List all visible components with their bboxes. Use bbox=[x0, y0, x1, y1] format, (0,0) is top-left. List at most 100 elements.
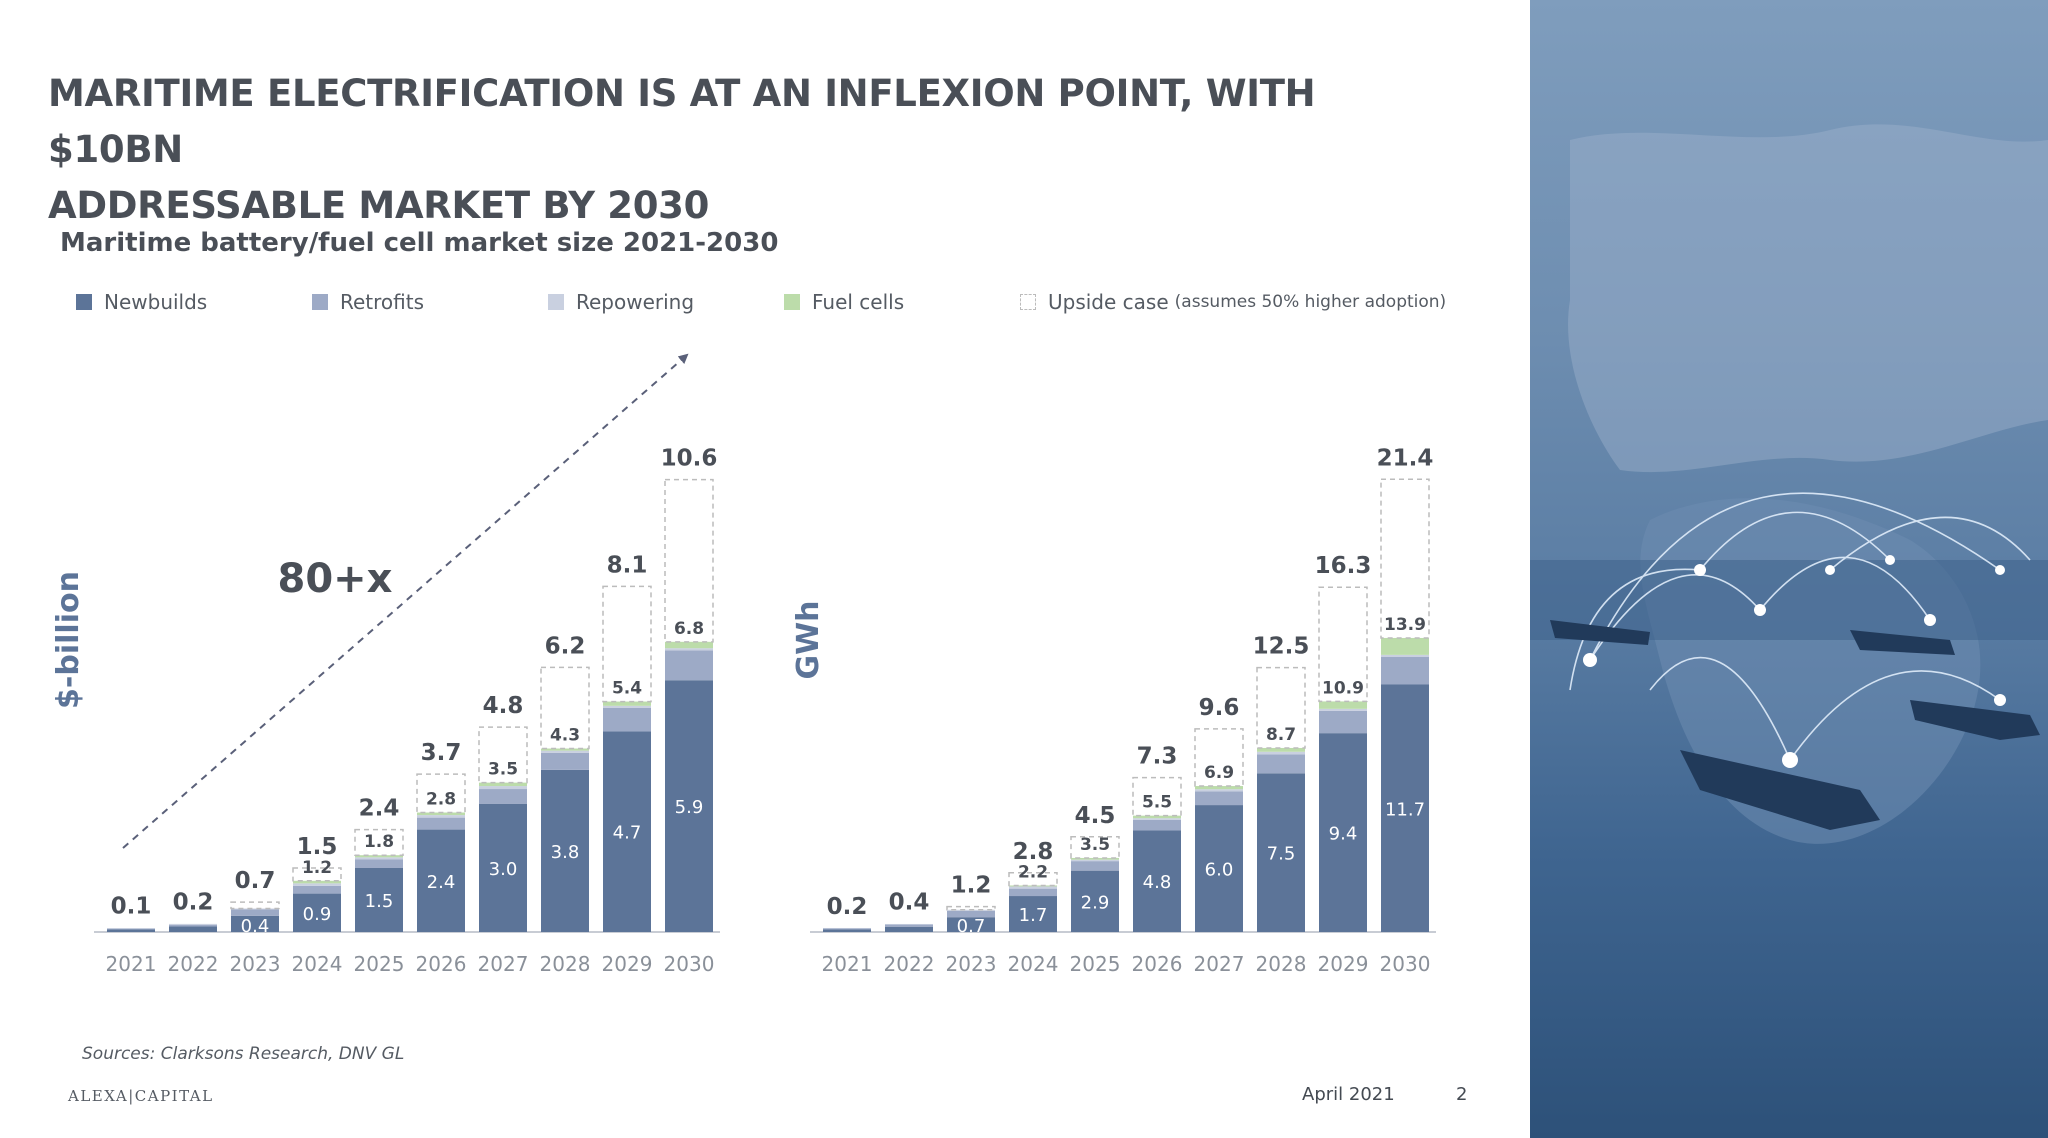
page-number: 2 bbox=[1456, 1084, 1468, 1105]
ships bbox=[1550, 620, 2040, 830]
bar-retrofits bbox=[1133, 819, 1181, 831]
base-total-label: 2.2 bbox=[1018, 862, 1048, 882]
base-total-label: 10.9 bbox=[1322, 678, 1364, 698]
newbuilds-value-label: 4.8 bbox=[1143, 872, 1172, 893]
base-total-label: 8.7 bbox=[1266, 725, 1296, 745]
bar-newbuilds bbox=[541, 769, 589, 932]
bar-retrofits bbox=[1381, 657, 1429, 685]
x-tick-label: 2023 bbox=[946, 952, 997, 976]
bar-retrofits bbox=[231, 909, 279, 916]
bar-fuel-cells bbox=[1071, 857, 1119, 860]
bar-repowering bbox=[603, 705, 651, 708]
newbuilds-value-label: 4.7 bbox=[613, 823, 642, 844]
bar-newbuilds bbox=[293, 893, 341, 932]
bar-repowering bbox=[417, 815, 465, 818]
bar-retrofits bbox=[541, 752, 589, 770]
legend-label-repowering: Repowering bbox=[576, 290, 695, 314]
bar-retrofits bbox=[169, 924, 217, 927]
harbor-band bbox=[1530, 560, 2048, 640]
bar-upside-case bbox=[1256, 666, 1306, 749]
x-tick-label: 2021 bbox=[106, 952, 157, 976]
sources-note: Sources: Clarksons Research, DNV GL bbox=[82, 1044, 405, 1064]
base-total-label: 1.2 bbox=[302, 858, 332, 878]
legend-item-fuel-cells: Fuel cells bbox=[784, 285, 904, 319]
bar-newbuilds bbox=[169, 926, 217, 932]
bar-fuel-cells bbox=[1257, 747, 1305, 752]
bar-fuel-cells bbox=[1319, 701, 1367, 709]
x-tick-label: 2025 bbox=[354, 952, 405, 976]
upside-total-label: 1.5 bbox=[297, 834, 338, 860]
bar-newbuilds bbox=[1195, 805, 1243, 932]
newbuilds-value-label: 0.4 bbox=[241, 916, 270, 937]
bar-newbuilds bbox=[823, 929, 871, 932]
x-tick-label: 2024 bbox=[292, 952, 343, 976]
newbuilds-value-label: 3.0 bbox=[489, 859, 518, 880]
legend-note-upside-case: (assumes 50% higher adoption) bbox=[1174, 292, 1447, 312]
upside-total-label: 7.3 bbox=[1137, 744, 1178, 770]
x-tick-label: 2022 bbox=[168, 952, 219, 976]
newbuilds-value-label: 1.7 bbox=[1019, 905, 1048, 926]
bar-repowering bbox=[293, 883, 341, 886]
upside-total-label: 10.6 bbox=[661, 446, 718, 472]
bar-fuel-cells bbox=[293, 880, 341, 884]
base-total-label: 2.8 bbox=[426, 790, 456, 810]
bar-upside-case bbox=[1194, 728, 1244, 787]
bar-retrofits bbox=[417, 817, 465, 830]
legend-swatch-retrofits bbox=[312, 294, 328, 310]
upside-total-label: 0.2 bbox=[173, 889, 214, 915]
bar-upside-case bbox=[540, 666, 590, 750]
chart-legend: Newbuilds Retrofits Repowering Fuel cell… bbox=[0, 285, 1530, 319]
bar-newbuilds bbox=[355, 867, 403, 932]
x-tick-label: 2028 bbox=[1256, 952, 1307, 976]
bar-newbuilds bbox=[885, 926, 933, 932]
bar-fuel-cells bbox=[665, 641, 713, 649]
upside-total-label: 0.2 bbox=[827, 894, 868, 920]
base-total-label: 3.5 bbox=[1080, 835, 1110, 855]
photo-illustration bbox=[1530, 124, 2048, 844]
x-tick-label: 2023 bbox=[230, 952, 281, 976]
base-total-label: 13.9 bbox=[1384, 615, 1426, 635]
x-tick-label: 2021 bbox=[822, 952, 873, 976]
legend-item-repowering: Repowering bbox=[548, 285, 694, 319]
network-arcs bbox=[1569, 492, 2031, 761]
bar-newbuilds bbox=[603, 731, 651, 932]
bar-repowering bbox=[541, 750, 589, 753]
upside-total-label: 2.4 bbox=[359, 796, 400, 822]
x-tick-label: 2027 bbox=[1194, 952, 1245, 976]
slide: MARITIME ELECTRIFICATION IS AT AN INFLEX… bbox=[0, 66, 1530, 1105]
x-tick-label: 2024 bbox=[1008, 952, 1059, 976]
page-title: MARITIME ELECTRIFICATION IS AT AN INFLEX… bbox=[48, 66, 1448, 234]
bar-newbuilds bbox=[1071, 870, 1119, 932]
newbuilds-value-label: 3.8 bbox=[551, 842, 580, 863]
bar-repowering bbox=[885, 923, 933, 925]
bar-newbuilds bbox=[1009, 896, 1057, 932]
legend-item-retrofits: Retrofits bbox=[312, 285, 424, 319]
legend-swatch-repowering bbox=[548, 294, 564, 310]
bar-retrofits bbox=[1009, 888, 1057, 897]
bar-newbuilds bbox=[1257, 773, 1305, 932]
bar-retrofits bbox=[603, 707, 651, 732]
bar-repowering bbox=[665, 648, 713, 651]
ship-network-photo bbox=[1530, 0, 2048, 1138]
bar-newbuilds bbox=[417, 829, 465, 932]
bar-fuel-cells bbox=[1381, 637, 1429, 655]
bar-upside-case bbox=[478, 726, 528, 784]
upside-total-label: 4.8 bbox=[483, 693, 524, 719]
bar-retrofits bbox=[1319, 710, 1367, 734]
bar-repowering bbox=[1381, 654, 1429, 657]
bar-fuel-cells bbox=[417, 812, 465, 816]
base-total-label: 3.5 bbox=[488, 760, 518, 780]
bar-fuel-cells bbox=[355, 855, 403, 858]
newbuilds-value-label: 1.5 bbox=[365, 891, 394, 912]
base-total-label: 6.8 bbox=[674, 619, 704, 639]
upside-total-label: 21.4 bbox=[1377, 445, 1434, 471]
bar-fuel-cells bbox=[541, 748, 589, 751]
newbuilds-value-label: 9.4 bbox=[1329, 824, 1358, 845]
growth-arrow bbox=[122, 353, 689, 849]
page-title-line-1: MARITIME ELECTRIFICATION IS AT AN INFLEX… bbox=[48, 72, 1316, 171]
newbuilds-value-label: 0.7 bbox=[957, 916, 986, 937]
bar-upside-case bbox=[1132, 776, 1182, 817]
newbuilds-value-label: 11.7 bbox=[1385, 799, 1425, 820]
bar-retrofits bbox=[1071, 861, 1119, 871]
x-tick-label: 2028 bbox=[540, 952, 591, 976]
